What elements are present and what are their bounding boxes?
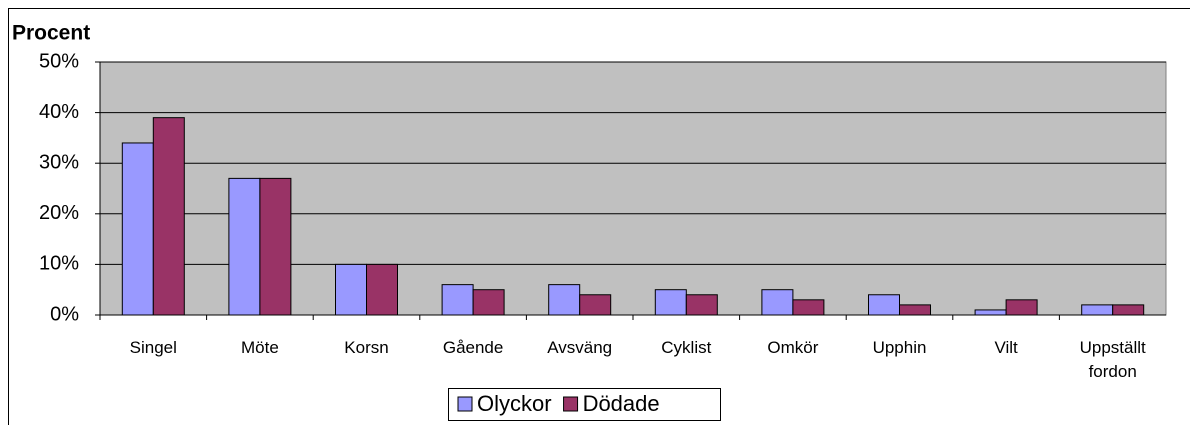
y-tick-label: 0% (50, 303, 79, 325)
bar (868, 294, 900, 316)
bar (228, 177, 261, 316)
legend-swatch (563, 396, 579, 412)
legend (448, 388, 721, 421)
bar (441, 284, 474, 316)
bar (685, 294, 718, 316)
y-tick-label: 40% (39, 101, 79, 123)
bar (792, 299, 825, 316)
bar (335, 263, 367, 316)
legend-swatch (457, 396, 473, 412)
bar (1112, 304, 1145, 316)
y-axis-title: Procent (12, 22, 90, 45)
chart-frame (8, 8, 1190, 425)
y-tick-label: 10% (39, 253, 79, 275)
x-tick-label: Singel (129, 338, 177, 357)
x-tick-label: Omkör (767, 338, 819, 357)
bar (366, 263, 398, 316)
y-tick-label: 30% (39, 151, 79, 173)
x-tick-label: Cyklist (661, 338, 712, 357)
bar (579, 294, 612, 316)
legend-label: Dödade (583, 391, 660, 416)
bar (1005, 299, 1038, 316)
bar (899, 304, 931, 316)
bar (654, 289, 687, 316)
x-tick-label: Korsn (344, 338, 389, 357)
x-tick-label: Upphin (872, 338, 927, 357)
bar (259, 177, 292, 316)
legend-label: Olyckor (477, 391, 552, 416)
x-tick-label: Gående (442, 338, 504, 357)
x-tick-label: Avsväng (547, 338, 613, 357)
x-tick-label: Uppställt fordon (1079, 338, 1146, 381)
bar (761, 289, 794, 316)
y-tick-label: 50% (39, 50, 79, 72)
bar (548, 284, 581, 316)
x-tick-label: Möte (240, 338, 279, 357)
bar (1081, 304, 1114, 316)
bar (974, 309, 1007, 316)
bar (152, 117, 185, 316)
bar (472, 289, 505, 316)
x-tick-label: Vilt (994, 338, 1018, 357)
bar (121, 142, 154, 316)
y-tick-label: 20% (39, 202, 79, 224)
